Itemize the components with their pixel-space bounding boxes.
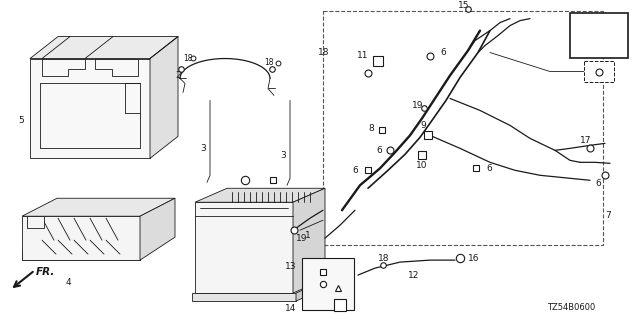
- Text: TZ54B0600: TZ54B0600: [547, 303, 595, 312]
- Bar: [570, 12, 628, 58]
- Text: 9: 9: [420, 121, 426, 130]
- Text: 19: 19: [296, 234, 307, 243]
- Text: 4: 4: [65, 277, 71, 287]
- Text: 16: 16: [468, 254, 479, 263]
- Polygon shape: [293, 188, 325, 293]
- Text: 12: 12: [408, 271, 419, 280]
- Polygon shape: [192, 293, 296, 301]
- Text: 6: 6: [486, 164, 492, 173]
- Polygon shape: [30, 36, 178, 59]
- Text: 18: 18: [264, 58, 273, 67]
- Text: FR.: FR.: [36, 267, 56, 277]
- Text: 14: 14: [285, 304, 296, 313]
- Text: 6: 6: [376, 146, 381, 155]
- Text: 5: 5: [18, 116, 24, 125]
- Polygon shape: [195, 188, 325, 202]
- Text: 8: 8: [368, 124, 374, 133]
- Polygon shape: [22, 216, 140, 260]
- Polygon shape: [296, 279, 328, 301]
- Text: 6: 6: [595, 179, 601, 188]
- Polygon shape: [27, 216, 44, 228]
- Text: B-7: B-7: [589, 21, 609, 32]
- Text: 7: 7: [605, 211, 611, 220]
- Text: 19: 19: [412, 101, 424, 110]
- Text: 18: 18: [378, 254, 390, 263]
- Text: 18: 18: [318, 48, 330, 57]
- Polygon shape: [22, 198, 175, 216]
- Text: 1: 1: [305, 231, 311, 240]
- Text: 3: 3: [200, 144, 205, 153]
- Polygon shape: [195, 202, 293, 293]
- Polygon shape: [95, 59, 138, 76]
- Polygon shape: [42, 59, 85, 76]
- Text: 15: 15: [458, 1, 470, 10]
- Text: 18: 18: [183, 54, 193, 63]
- Text: 6: 6: [352, 166, 358, 175]
- Text: 17: 17: [580, 136, 591, 145]
- Text: 6: 6: [440, 48, 445, 57]
- Text: 13: 13: [285, 262, 296, 271]
- Text: 11: 11: [357, 51, 369, 60]
- Text: 2: 2: [175, 71, 180, 80]
- Polygon shape: [30, 59, 150, 158]
- Text: 10: 10: [416, 161, 428, 170]
- Polygon shape: [22, 252, 140, 260]
- FancyBboxPatch shape: [302, 258, 354, 310]
- FancyBboxPatch shape: [584, 60, 614, 83]
- Text: 3: 3: [280, 151, 285, 160]
- Polygon shape: [150, 36, 178, 158]
- Polygon shape: [140, 198, 175, 260]
